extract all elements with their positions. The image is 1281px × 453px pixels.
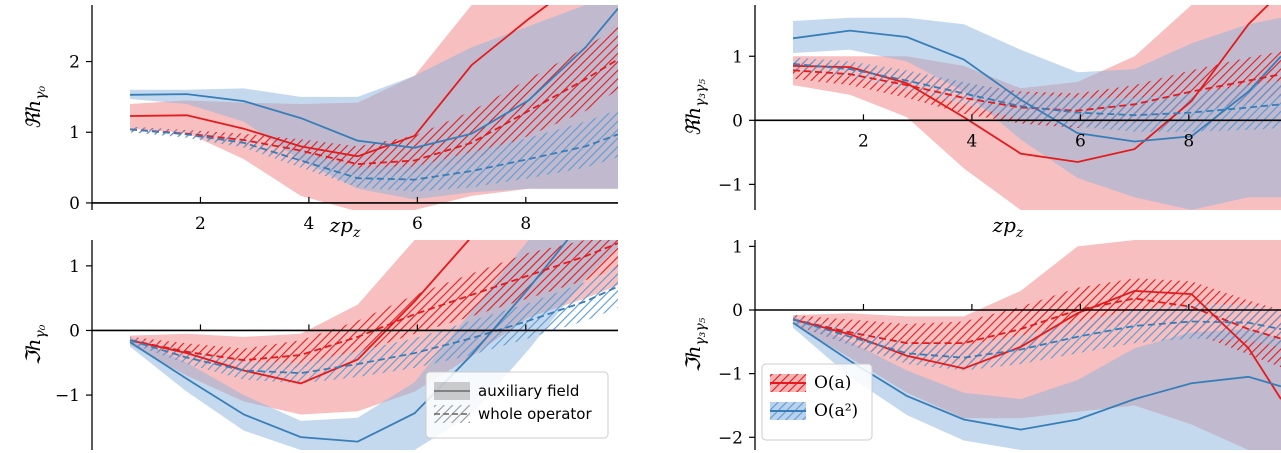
blue-aux-line [129,7,618,149]
red-whole-band [130,26,618,175]
y-axis-label: ℜhγ₀ [21,86,49,130]
red-aux-line [129,5,549,158]
blue-aux-line [792,29,1281,143]
blue-whole-line [129,285,618,375]
x-tick-label: 2 [195,214,206,234]
y-axis-label: ℑhγ₀ [21,324,49,365]
panel-real-gamma3gamma5: −1 0 1 2 4 6 8 ℜhγ₃γ₅ zpz [681,5,1281,241]
red-whole-line [129,242,618,362]
blue-whole-line [792,318,1281,359]
x-tick-label: 4 [966,131,977,151]
legend-label: whole operator [478,405,592,423]
y-tick-label: 0 [732,301,743,321]
x-tick-label: 6 [1075,131,1086,151]
x-tick-label: 8 [1183,131,1194,151]
y-tick-label: −1 [718,365,743,385]
x-tick-label: 2 [858,131,869,151]
legend-label: O(a²) [814,401,858,421]
y-tick-label: −1 [718,175,743,195]
legend-label: auxiliary field [478,382,579,400]
plot-area [792,240,1281,450]
y-axis-label: ℜhγ₃γ₅ [681,79,709,137]
y-tick-label: 1 [69,257,80,277]
legend: auxiliary field whole operator [425,371,609,439]
plot-area [129,240,618,450]
y-tick-label: 1 [69,123,80,143]
red-aux-line [792,5,1270,163]
blue-whole-band [130,265,618,384]
red-whole-line [792,69,1281,112]
plot-area [129,5,618,210]
y-axis-label: ℑhγ₃γ₅ [681,317,709,372]
y-tick-label: 1 [732,237,743,257]
x-tick-label: 4 [303,214,314,234]
blue-whole-line [792,63,1281,117]
x-axis-label: zpz [329,213,361,241]
y-tick-label: 0 [69,194,80,214]
blue-aux-band [793,316,1281,450]
y-tick-label: 2 [69,53,80,73]
y-tick-label: −2 [718,428,743,448]
blue-aux-line [129,240,569,443]
y-tick-label: 0 [69,321,80,341]
blue-whole-band [793,57,1281,132]
x-tick-label: 6 [412,214,423,234]
legend-box [425,371,609,439]
y-tick-label: 1 [732,47,743,67]
x-axis-label: zpz [992,213,1024,241]
y-tick-label: 0 [732,111,743,131]
x-tick-label: 8 [520,214,531,234]
plot-area [792,5,1281,210]
panel-real-gamma0: 0 1 2 2 4 6 8 ℜhγ₀ zpz [21,5,618,241]
red-whole-band [130,240,618,371]
red-whole-line [129,58,618,166]
legend-label: O(a) [814,373,851,393]
blue-whole-line [129,128,618,181]
blue-aux-line [792,321,1281,431]
panel-imag-gamma3gamma5: −2 −1 0 1 ℑhγ₃γ₅ O(a) O(a²) [681,237,1281,450]
y-tick-label: −1 [55,386,80,406]
legend: O(a) O(a²) [761,363,873,441]
panel-imag-gamma0: −1 0 1 ℑhγ₀ auxiliary field whole operator [21,240,618,450]
blue-whole-band [130,109,618,192]
